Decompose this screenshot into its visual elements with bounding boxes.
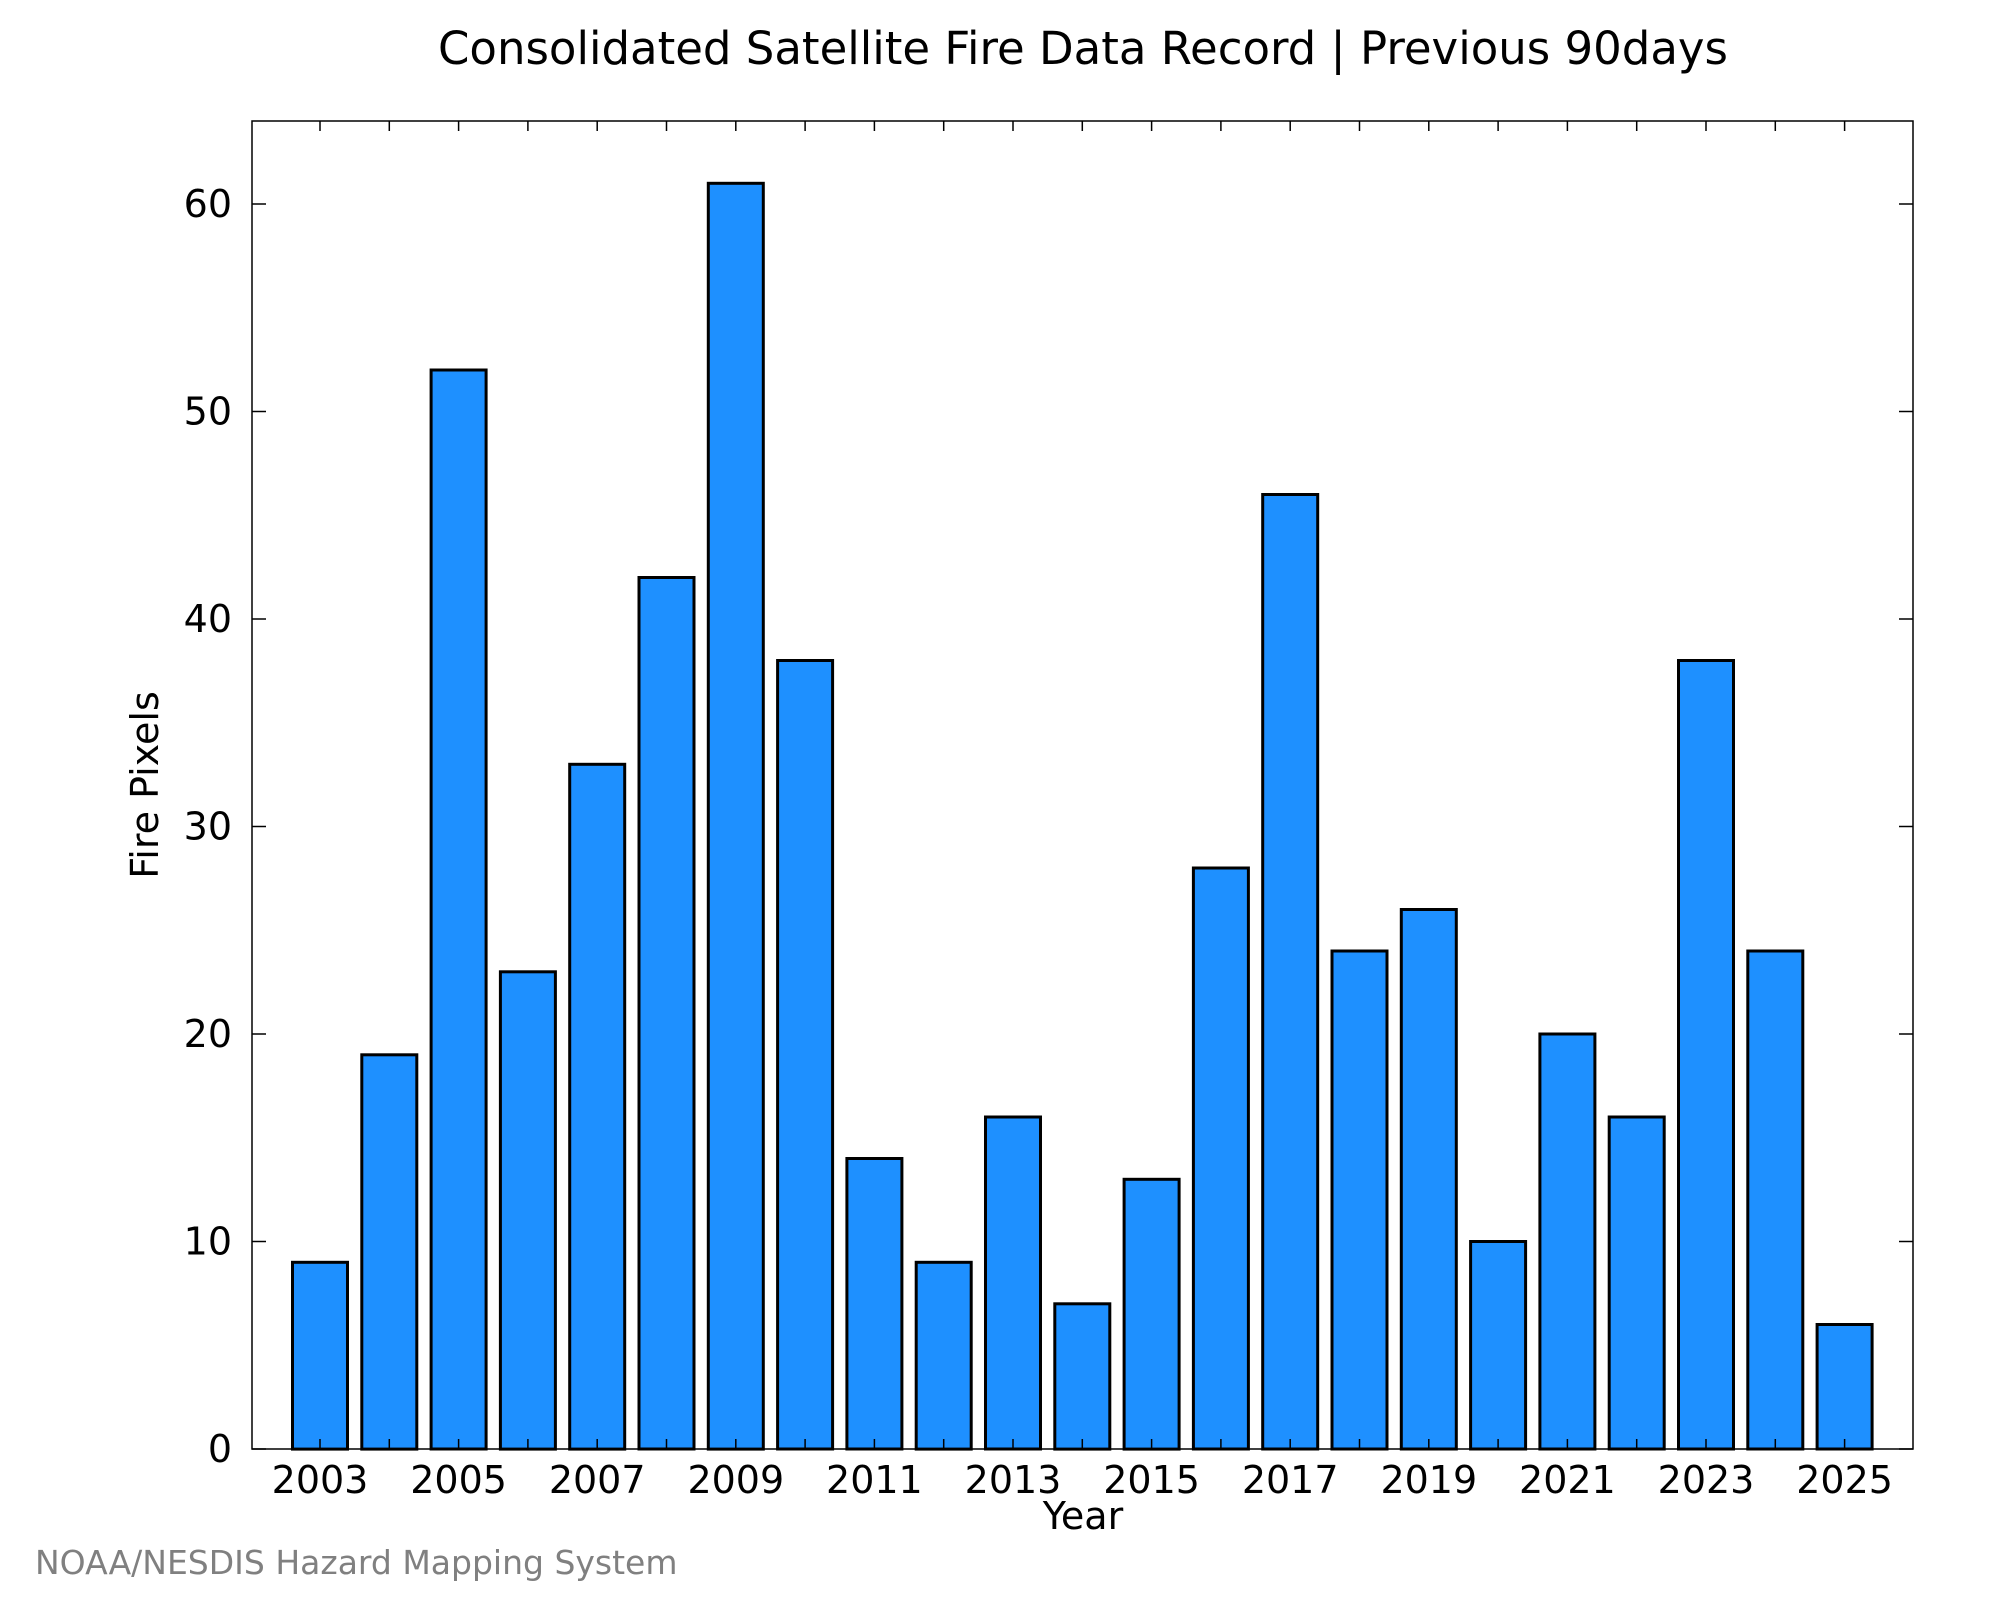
y-tick-label-50: 50 (184, 390, 232, 434)
bars-group (291, 181, 1874, 1451)
x-tick-label-2009: 2009 (687, 1458, 784, 1502)
bar-2006 (498, 970, 557, 1451)
bar-2013 (984, 1115, 1042, 1451)
x-tick-label-2023: 2023 (1658, 1458, 1755, 1502)
bar-2005 (429, 368, 488, 1451)
bar-2023 (1677, 659, 1735, 1451)
plot-area-frame (251, 120, 1914, 1450)
chart-title: Consolidated Satellite Fire Data Record … (438, 22, 1728, 75)
bar-2004 (360, 1053, 419, 1451)
bar-2011 (845, 1157, 904, 1451)
bar-2014 (1053, 1302, 1112, 1451)
bar-2012 (914, 1260, 973, 1451)
x-tick-label-2007: 2007 (549, 1458, 646, 1502)
y-tick-label-0: 0 (208, 1427, 232, 1471)
x-tick-label-2015: 2015 (1103, 1458, 1200, 1502)
bar-2024 (1746, 949, 1805, 1451)
y-tick-label-20: 20 (184, 1012, 232, 1056)
x-tick-label-2013: 2013 (965, 1458, 1062, 1502)
y-tick-label-10: 10 (184, 1220, 232, 1264)
y-tick-label-60: 60 (184, 182, 232, 226)
bar-2021 (1538, 1032, 1597, 1451)
y-tick-label-30: 30 (184, 805, 232, 849)
x-tick-label-2005: 2005 (410, 1458, 507, 1502)
bar-2025 (1815, 1323, 1874, 1451)
bar-2009 (706, 181, 765, 1451)
bar-2016 (1191, 866, 1250, 1451)
x-tick-label-2003: 2003 (272, 1458, 369, 1502)
bar-2018 (1330, 949, 1389, 1451)
x-tick-label-2019: 2019 (1380, 1458, 1477, 1502)
bar-2015 (1122, 1177, 1181, 1451)
bar-2020 (1469, 1240, 1528, 1451)
x-tick-label-2021: 2021 (1519, 1458, 1616, 1502)
bar-2019 (1399, 908, 1458, 1451)
x-tick-label-2025: 2025 (1796, 1458, 1893, 1502)
x-tick-label-2017: 2017 (1242, 1458, 1339, 1502)
x-axis-ticks: 2003 2005 2007 2009 2011 2013 2015 2017 2019 2021… (272, 121, 1893, 1502)
y-axis-ticks: 0 10 20 30 40 50 60 (184, 182, 1913, 1471)
bar-2022 (1607, 1115, 1666, 1451)
bar-2010 (776, 659, 835, 1451)
x-tick-label-2011: 2011 (826, 1458, 923, 1502)
bar-2017 (1261, 493, 1320, 1451)
x-axis-label: Year (1042, 1494, 1124, 1538)
y-axis-label: Fire Pixels (123, 691, 167, 879)
bar-2007 (568, 762, 627, 1451)
bar-2003 (291, 1260, 349, 1451)
bar-2008 (637, 576, 696, 1451)
y-tick-label-40: 40 (184, 597, 232, 641)
source-credit: NOAA/NESDIS Hazard Mapping System (35, 1543, 678, 1582)
